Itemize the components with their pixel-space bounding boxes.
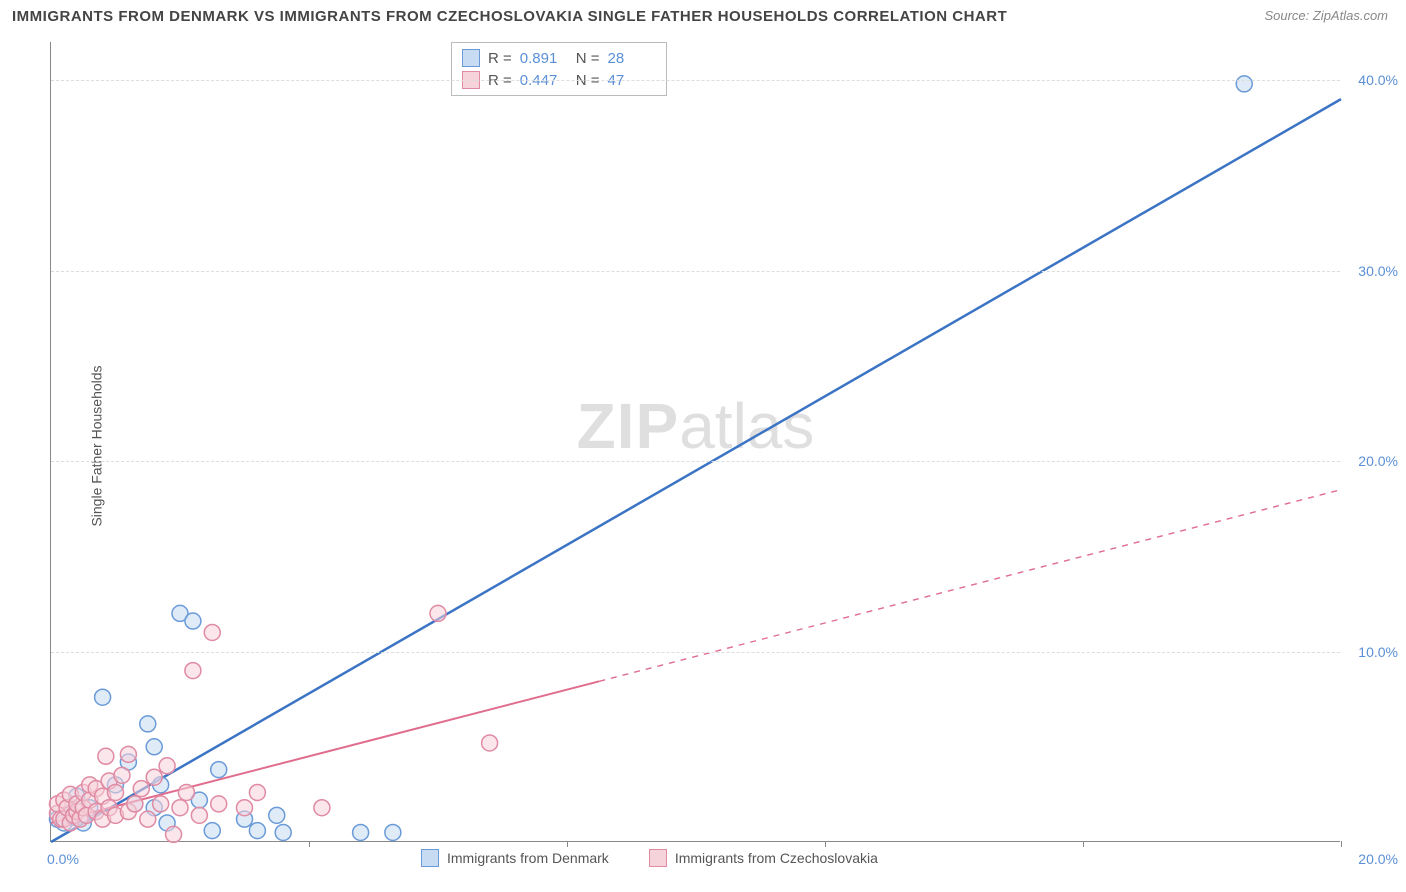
data-point-denmark xyxy=(385,824,401,840)
data-point-czechoslovakia xyxy=(204,624,220,640)
data-point-czechoslovakia xyxy=(108,784,124,800)
data-point-denmark xyxy=(146,739,162,755)
plot-area: ZIPatlas R = 0.891 N = 28 R = 0.447 N = … xyxy=(50,42,1340,842)
gridline xyxy=(51,80,1340,81)
data-point-denmark xyxy=(249,823,265,839)
legend-item-denmark: Immigrants from Denmark xyxy=(421,849,609,867)
data-point-denmark xyxy=(275,824,291,840)
data-point-czechoslovakia xyxy=(153,796,169,812)
data-point-czechoslovakia xyxy=(314,800,330,816)
bottom-legend: Immigrants from Denmark Immigrants from … xyxy=(421,849,878,867)
data-point-denmark xyxy=(185,613,201,629)
data-point-czechoslovakia xyxy=(159,758,175,774)
data-point-denmark xyxy=(353,824,369,840)
y-tick-label: 40.0% xyxy=(1358,72,1398,88)
data-point-denmark xyxy=(95,689,111,705)
data-point-czechoslovakia xyxy=(249,784,265,800)
data-point-czechoslovakia xyxy=(127,796,143,812)
legend-label-denmark: Immigrants from Denmark xyxy=(447,850,609,866)
data-point-czechoslovakia xyxy=(211,796,227,812)
x-tick xyxy=(825,841,826,847)
x-tick xyxy=(567,841,568,847)
data-point-denmark xyxy=(204,823,220,839)
legend-label-czech: Immigrants from Czechoslovakia xyxy=(675,850,878,866)
data-point-czechoslovakia xyxy=(191,807,207,823)
legend-item-czech: Immigrants from Czechoslovakia xyxy=(649,849,878,867)
data-point-czechoslovakia xyxy=(430,605,446,621)
x-tick-label-min: 0.0% xyxy=(47,851,79,867)
y-tick-label: 10.0% xyxy=(1358,644,1398,660)
gridline xyxy=(51,271,1340,272)
data-point-czechoslovakia xyxy=(172,800,188,816)
x-tick-label-max: 20.0% xyxy=(1358,851,1398,867)
regression-line-dashed-czechoslovakia xyxy=(599,490,1341,682)
x-tick xyxy=(309,841,310,847)
data-point-denmark xyxy=(269,807,285,823)
data-point-czechoslovakia xyxy=(178,784,194,800)
data-point-denmark xyxy=(211,762,227,778)
y-tick-label: 30.0% xyxy=(1358,263,1398,279)
chart-title: IMMIGRANTS FROM DENMARK VS IMMIGRANTS FR… xyxy=(12,8,1007,25)
data-point-czechoslovakia xyxy=(140,811,156,827)
data-point-denmark xyxy=(1236,76,1252,92)
data-point-czechoslovakia xyxy=(237,800,253,816)
x-tick xyxy=(1083,841,1084,847)
gridline xyxy=(51,461,1340,462)
chart-svg xyxy=(51,42,1340,841)
legend-swatch-denmark-icon xyxy=(421,849,439,867)
data-point-czechoslovakia xyxy=(185,663,201,679)
data-point-czechoslovakia xyxy=(146,769,162,785)
regression-line-denmark xyxy=(51,99,1341,842)
data-point-czechoslovakia xyxy=(482,735,498,751)
data-point-czechoslovakia xyxy=(133,781,149,797)
data-point-denmark xyxy=(140,716,156,732)
legend-swatch-czech-icon xyxy=(649,849,667,867)
x-tick xyxy=(1341,841,1342,847)
data-point-czechoslovakia xyxy=(114,767,130,783)
gridline xyxy=(51,652,1340,653)
data-point-czechoslovakia xyxy=(120,746,136,762)
data-point-czechoslovakia xyxy=(98,748,114,764)
y-tick-label: 20.0% xyxy=(1358,453,1398,469)
data-point-czechoslovakia xyxy=(166,826,182,842)
source-attribution: Source: ZipAtlas.com xyxy=(1264,8,1388,23)
